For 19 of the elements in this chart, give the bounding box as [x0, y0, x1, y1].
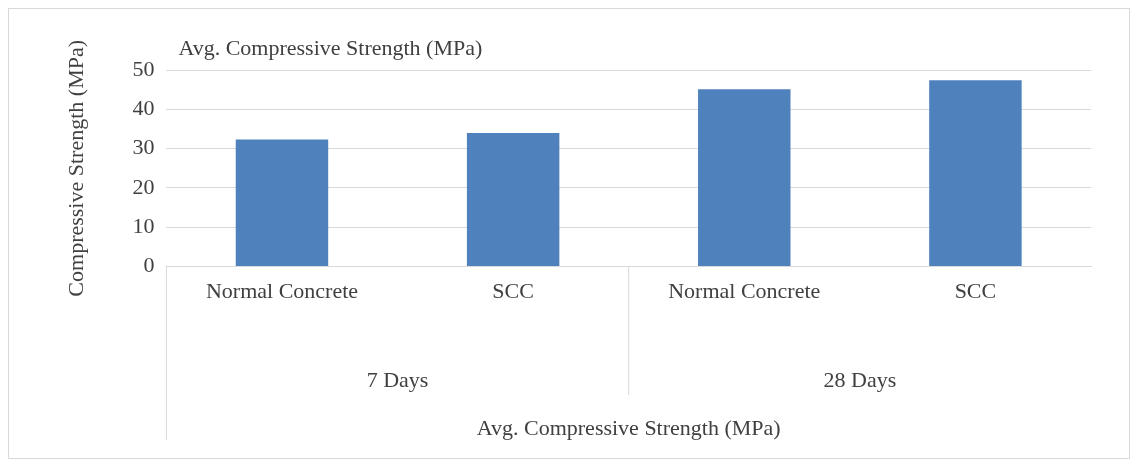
x-tick-label: SCC [492, 277, 534, 303]
bar [698, 89, 791, 267]
y-tick-label: 30 [132, 134, 155, 160]
text: 7 Days [366, 367, 429, 392]
y-tick-label: 0 [143, 252, 155, 278]
x-tick-label: Normal Concrete [668, 277, 821, 303]
x-tick-label: Normal Concrete [205, 277, 359, 303]
bar [235, 139, 329, 267]
chart-title: Avg. Compressive Strength (MPa) [178, 35, 483, 60]
text: Avg. Compressive Strength (MPa) [476, 415, 781, 440]
bar [466, 132, 560, 267]
y-tick-label: 20 [132, 173, 155, 199]
bar [929, 80, 1022, 267]
y-tick-label: 50 [132, 55, 155, 81]
y-tick-label: 40 [132, 95, 155, 121]
y-tick-label: 10 [132, 213, 155, 239]
y-axis-title: Compressive Strength (MPa) [62, 39, 88, 297]
x-tick-label: SCC [954, 277, 997, 303]
text: 28 Days [823, 367, 897, 392]
